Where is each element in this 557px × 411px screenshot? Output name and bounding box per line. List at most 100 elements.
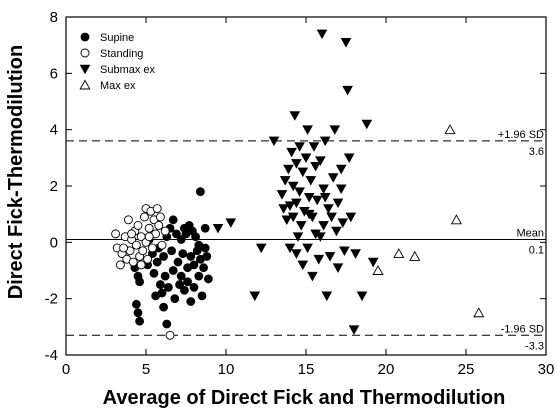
supine-point <box>171 229 181 239</box>
submax-ex-point <box>315 232 326 242</box>
submax-ex-point <box>350 249 361 259</box>
submax-ex-point <box>323 204 334 214</box>
submax-ex-point <box>311 195 323 206</box>
submax-ex-point <box>345 212 357 223</box>
submax-ex-point <box>318 221 329 231</box>
standing-point <box>139 212 149 222</box>
submax-ex-point <box>327 173 339 183</box>
supine-point <box>197 291 207 301</box>
standing-point <box>115 260 125 270</box>
submax-ex-point <box>302 125 313 135</box>
submax-ex-point <box>279 176 291 186</box>
submax-ex-point <box>303 192 315 203</box>
submax-ex-point <box>225 218 237 228</box>
supine-point <box>160 271 170 281</box>
supine-point <box>194 271 204 281</box>
axis-ticks: 0 5 10 15 20 25 30 -4 -2 0 2 4 6 8 <box>45 9 555 378</box>
max-ex-point <box>409 250 421 261</box>
standing-legend-label: Standing <box>100 48 143 60</box>
standing-point <box>136 260 146 270</box>
submax-ex-point <box>361 119 373 130</box>
submax-ex-point <box>291 159 302 169</box>
submax-ex-legend-marker <box>79 64 91 75</box>
submax-ex-point <box>348 325 360 335</box>
submax-ex-point <box>356 291 368 302</box>
standing-point <box>138 246 148 256</box>
submax-ex-point <box>343 153 355 164</box>
submax-ex-point <box>332 198 344 209</box>
submax-ex-point <box>291 198 302 209</box>
supine-point <box>203 274 213 284</box>
submax-ex-point <box>287 181 299 192</box>
max-ex-point <box>473 307 485 318</box>
submax-ex-point <box>294 187 305 197</box>
standing-point <box>165 330 175 340</box>
standing-point <box>160 226 170 236</box>
y-tick-label: 6 <box>50 65 58 82</box>
supine-legend-label: Supine <box>100 32 134 44</box>
supine-point <box>152 257 162 267</box>
submax-ex-point <box>255 243 267 254</box>
submax-ex-point <box>326 212 337 223</box>
supine-point <box>183 277 193 287</box>
supine-point <box>186 252 196 261</box>
y-tick-label: 2 <box>50 178 58 195</box>
supine-point <box>194 240 204 250</box>
standing-point <box>152 204 162 213</box>
supine-point <box>202 252 212 261</box>
submax-ex-point <box>284 201 296 211</box>
standing-point <box>128 257 138 267</box>
x-tick-label: 30 <box>538 361 555 378</box>
submax-ex-point <box>289 111 301 121</box>
data-points <box>111 29 485 340</box>
standing-point <box>143 254 153 264</box>
x-tick-label: 15 <box>298 361 315 378</box>
max-ex-legend-label: Max ex <box>100 80 136 92</box>
submax-ex-point <box>276 190 288 200</box>
standing-point <box>154 220 164 230</box>
submax-ex-point <box>284 243 296 254</box>
submax-ex-point <box>283 164 294 175</box>
submax-ex-point <box>329 125 341 135</box>
supine-point <box>178 249 188 259</box>
standing-point <box>131 240 141 250</box>
submax-ex-point <box>268 136 280 147</box>
supine-point <box>173 257 183 267</box>
max-ex-point <box>372 264 384 275</box>
standing-point <box>123 215 133 225</box>
supine-point <box>189 260 199 270</box>
submax-ex-point <box>331 226 342 237</box>
lower-value: -3.3 <box>525 340 544 352</box>
supine-point <box>200 223 210 233</box>
x-tick-label: 5 <box>142 361 150 378</box>
max-ex-legend-marker <box>79 79 91 90</box>
submax-ex-point <box>278 204 289 214</box>
submax-ex-point <box>321 291 333 302</box>
max-ex-point <box>444 124 456 135</box>
legend: Supine Standing Submax ex Max ex <box>79 32 156 92</box>
submax-ex-point <box>310 161 321 172</box>
max-ex-point <box>450 214 462 225</box>
submax-ex-point <box>302 243 313 254</box>
supine-point <box>163 282 173 292</box>
submax-ex-point <box>340 38 352 48</box>
supine-point <box>131 299 141 309</box>
standing-point <box>144 232 154 242</box>
submax-ex-point <box>342 85 353 96</box>
standing-point <box>155 212 165 222</box>
submax-ex-point <box>337 218 349 228</box>
submax-ex-point <box>295 221 307 231</box>
y-tick-label: 0 <box>50 234 58 251</box>
submax-ex-point <box>297 167 309 178</box>
supine-point <box>168 266 178 275</box>
supine-legend-marker <box>80 32 90 42</box>
supine-point <box>191 232 201 242</box>
y-tick-label: -4 <box>45 347 58 364</box>
supine-point <box>159 302 169 312</box>
lower-label: -1.96 SD <box>501 323 544 335</box>
standing-legend-marker <box>80 48 90 58</box>
submax-ex-point <box>291 249 302 259</box>
submax-ex-legend-label: Submax ex <box>100 64 156 76</box>
standing-point <box>157 240 167 250</box>
submax-ex-point <box>287 212 299 223</box>
